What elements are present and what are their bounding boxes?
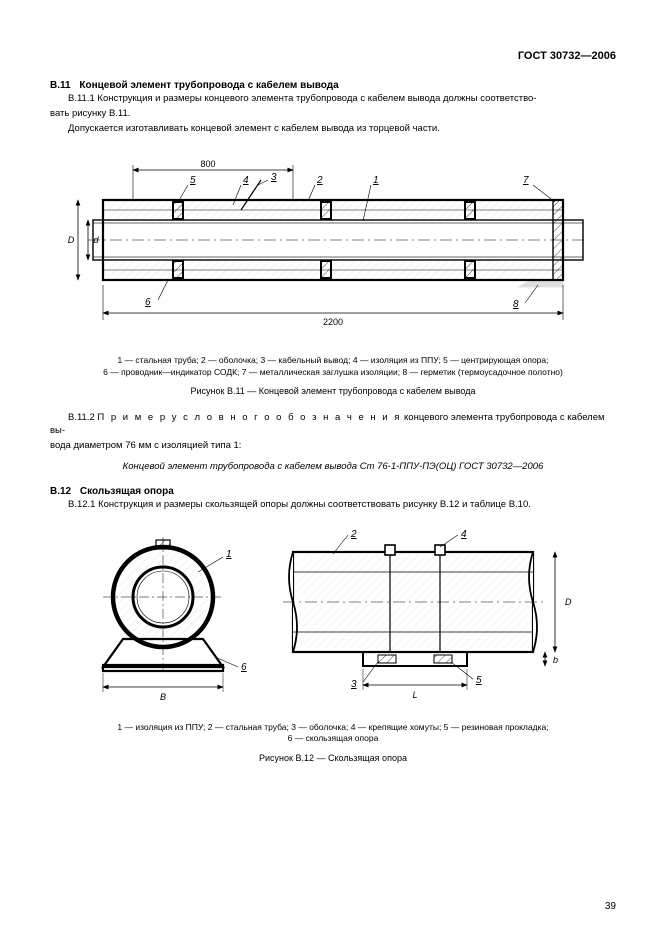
fig11-label-5: 5: [190, 175, 196, 186]
fig11-legend-1: 1 — стальная труба; 2 — оболочка; 3 — ка…: [117, 355, 548, 365]
fig11-label-4: 4: [243, 175, 249, 186]
fig11-label-3: 3: [271, 172, 277, 183]
dim-b: b: [553, 655, 558, 665]
section-number: В.12: [50, 486, 71, 497]
dim-D2: D: [565, 597, 572, 607]
dim-2200: 2200: [323, 317, 343, 327]
page-number: 39: [605, 901, 616, 912]
standard-header: ГОСТ 30732—2006: [50, 50, 616, 62]
fig12-label-6: 6: [241, 662, 247, 673]
para-num: В.11.2: [68, 412, 95, 423]
para-b11-2ex2: вода диаметром 76 мм с изоляцией типа 1:: [50, 440, 616, 453]
lead-spaced: П р и м е р у с л о в н о г о о б о з н …: [97, 412, 401, 423]
example-designation: Концевой элемент трубопровода с кабелем …: [50, 461, 616, 472]
document-page: ГОСТ 30732—2006 В.11 Концевой элемент тр…: [0, 0, 661, 936]
fig11-legend: 1 — стальная труба; 2 — оболочка; 3 — ка…: [50, 355, 616, 378]
fig12-legend: 1 — изоляция из ППУ; 2 — стальная труба;…: [50, 722, 616, 745]
figure-b11: 800 2200 D: [63, 145, 603, 345]
fig11-label-7: 7: [523, 175, 529, 186]
figure-b12: В 1 6: [63, 522, 603, 712]
para-b11-2: Допускается изготавливать концевой элеме…: [50, 123, 616, 136]
dim-800: 800: [200, 159, 215, 169]
fig11-label-2: 2: [316, 175, 323, 186]
fig12-label-3: 3: [351, 679, 357, 690]
para-text: Допускается изготавливать концевой элеме…: [68, 123, 440, 134]
section-text: Концевой элемент трубопровода с кабелем …: [79, 80, 338, 91]
section-text: Скользящая опора: [80, 486, 174, 497]
para-b12-1: В.12.1 Конструкция и размеры скользящей …: [50, 499, 616, 512]
section-b12-title: В.12 Скользящая опора: [50, 486, 616, 497]
para-num: В.12.1: [68, 499, 95, 510]
fig12-label-4: 4: [461, 529, 467, 540]
fig11-label-6: 6: [145, 297, 151, 308]
para-num: В.11.1: [68, 93, 95, 104]
para-text: Конструкция и размеры концевого элемента…: [97, 93, 536, 104]
fig12-label-1: 1: [226, 549, 232, 560]
fig11-label-1: 1: [373, 175, 379, 186]
fig12-caption: Рисунок В.12 — Скользящая опора: [50, 753, 616, 763]
dim-D: D: [68, 235, 75, 245]
fig11-legend-2: 6 — проводник—индикатор СОДК; 7 — металл…: [103, 367, 563, 377]
section-b11-title: В.11 Концевой элемент трубопровода с каб…: [50, 80, 616, 91]
fig12-label-5: 5: [476, 675, 482, 686]
dim-L: L: [412, 690, 417, 700]
section-number: В.11: [50, 80, 71, 91]
fig12-legend-1: 1 — изоляция из ППУ; 2 — стальная труба;…: [117, 722, 548, 732]
para-b11-1a: В.11.1 Конструкция и размеры концевого э…: [50, 93, 616, 106]
para-b11-2ex: В.11.2 П р и м е р у с л о в н о г о о б…: [50, 412, 616, 438]
fig11-label-8: 8: [513, 299, 519, 310]
para-b11-1b: вать рисунку В.11.: [50, 108, 616, 121]
dim-B: В: [160, 692, 166, 702]
fig11-caption: Рисунок В.11 — Концевой элемент трубопро…: [50, 386, 616, 396]
fig12-label-2: 2: [350, 529, 357, 540]
para-text: Конструкция и размеры скользящей опоры д…: [98, 499, 531, 510]
fig12-legend-2: 6 — скользящая опора: [288, 733, 379, 743]
